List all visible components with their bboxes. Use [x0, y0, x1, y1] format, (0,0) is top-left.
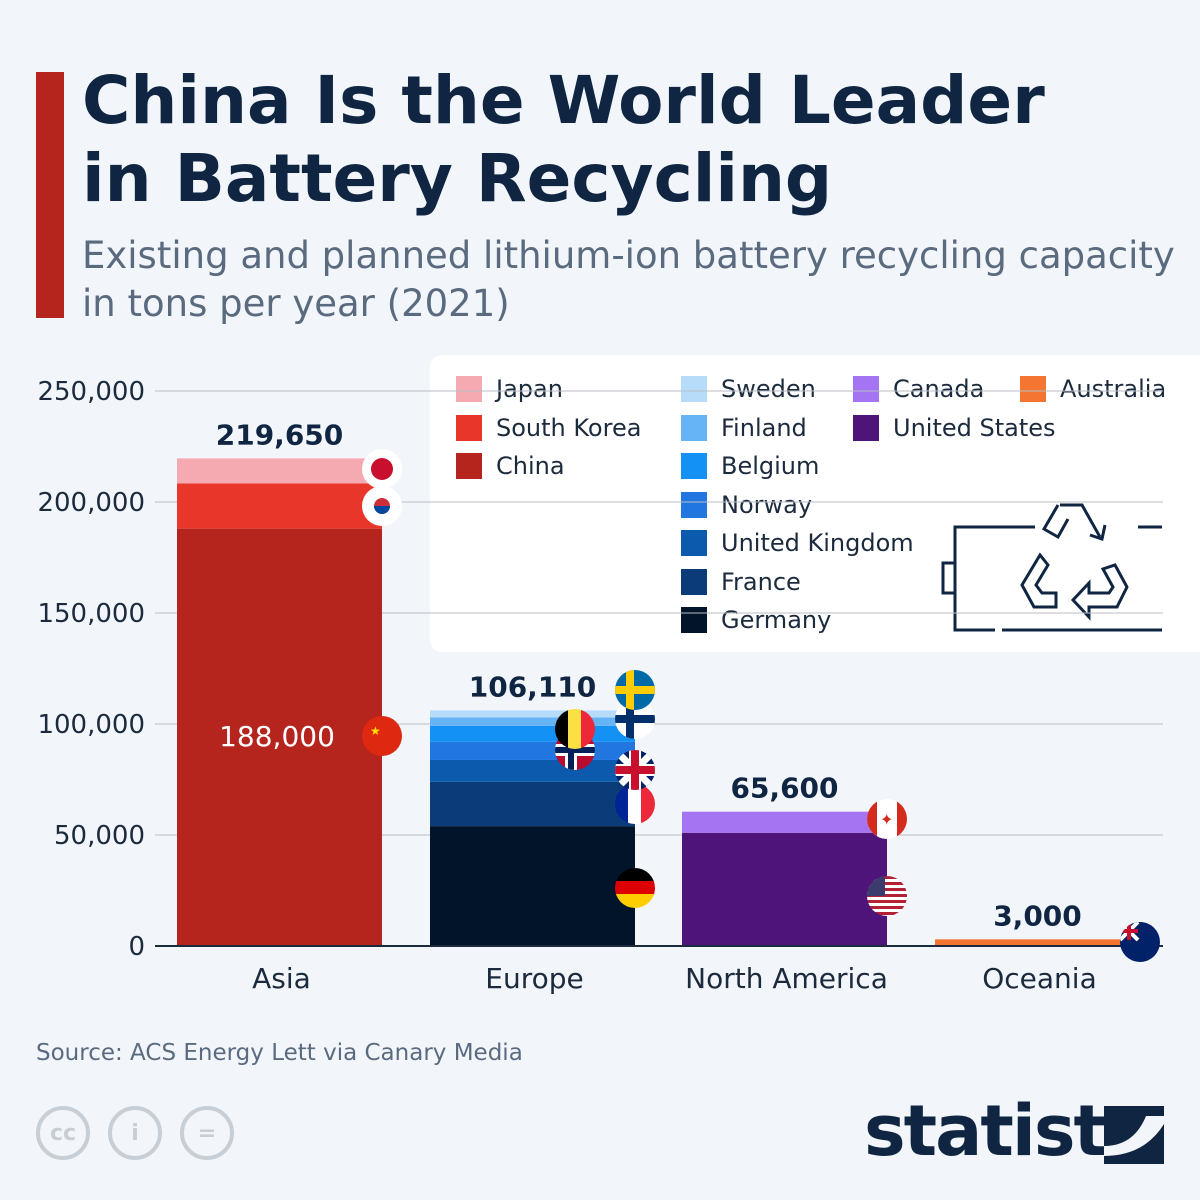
legend-label: China	[496, 452, 565, 480]
legend-label: Norway	[721, 490, 813, 519]
legend-swatch	[853, 376, 879, 402]
legend-item-south-korea: South Korea	[456, 414, 641, 442]
legend-swatch	[456, 376, 482, 402]
category-label: North America	[685, 962, 888, 995]
attribution-icon[interactable]: i	[108, 1106, 162, 1160]
y-tick-label: 200,000	[37, 488, 145, 518]
svg-text:✦: ✦	[880, 810, 893, 829]
uk-flag-icon	[615, 750, 655, 790]
source-note: Source: ACS Energy Lett via Canary Media	[36, 1040, 523, 1066]
category-label: Asia	[252, 962, 311, 995]
canada-flag-icon: ✦	[867, 799, 907, 839]
china-flag-icon: ★	[362, 716, 402, 756]
legend-label: Canada	[893, 375, 985, 403]
legend-label: Japan	[496, 375, 563, 403]
legend-label: United States	[893, 413, 1056, 442]
legend-label: Finland	[721, 413, 807, 442]
legend-swatch	[681, 568, 707, 595]
bar-segment-canada	[682, 811, 887, 833]
south-korea-flag-icon	[362, 486, 402, 526]
legend-item-norway: Norway	[681, 491, 812, 519]
legend-swatch	[456, 414, 482, 441]
france-flag-icon	[615, 784, 655, 824]
total-label: 106,110	[469, 670, 597, 703]
legend-item-japan: Japan	[456, 375, 563, 403]
statista-logo-mark-icon	[1104, 1106, 1164, 1164]
subtitle: Existing and planned lithium-ion battery…	[82, 232, 1182, 328]
sweden-flag-icon	[615, 670, 655, 710]
legend-item-canada: Canada	[853, 375, 984, 403]
total-label: 65,600	[730, 772, 838, 805]
belgium-flag-icon	[555, 709, 595, 749]
legend-swatch	[681, 414, 707, 441]
y-tick-label: 50,000	[54, 821, 145, 851]
legend-item-china: China	[456, 452, 565, 480]
japan-flag-icon	[362, 449, 402, 489]
legend-swatch	[853, 414, 879, 441]
svg-text:★: ★	[370, 724, 381, 738]
usa-flag-icon	[867, 876, 907, 916]
page-title: China Is the World Leader in Battery Recy…	[82, 62, 1045, 218]
bar-segment-australia	[935, 939, 1140, 946]
legend: Japan South Korea China Sweden Finland Belgiu…	[430, 355, 1200, 652]
legend-label: Sweden	[721, 375, 816, 403]
legend-label: Australia	[1060, 375, 1167, 403]
legend-item-france: France	[681, 568, 801, 596]
y-tick-label: 100,000	[37, 710, 145, 740]
legend-swatch	[681, 453, 707, 479]
legend-item-united-kingdom: United Kingdom	[681, 529, 914, 557]
bar-segment-sweden	[430, 710, 635, 718]
y-tick-label: 0	[128, 932, 145, 962]
legend-swatch	[681, 530, 707, 556]
no-derivatives-icon[interactable]: =	[180, 1106, 234, 1160]
finland-flag-icon	[615, 699, 655, 739]
legend-item-sweden: Sweden	[681, 375, 816, 403]
bar-segment-south-korea	[177, 483, 382, 529]
legend-item-germany: Germany	[681, 606, 831, 634]
legend-swatch	[681, 607, 707, 633]
germany-flag-icon	[615, 868, 655, 908]
title-line-2: in Battery Recycling	[82, 140, 833, 217]
bar-segment-united-kingdom	[430, 759, 635, 782]
legend-label: United Kingdom	[721, 529, 914, 557]
subtitle-line-1: Existing and planned lithium-ion battery…	[82, 234, 1175, 277]
bar-segment-china	[177, 528, 382, 946]
bar-segment-france	[430, 781, 635, 827]
legend-swatch	[1020, 376, 1046, 402]
legend-label: South Korea	[496, 413, 642, 442]
legend-label: Belgium	[721, 452, 820, 480]
total-label: 219,650	[216, 418, 344, 451]
legend-item-belgium: Belgium	[681, 452, 819, 480]
cc-license-icon[interactable]: cc	[36, 1106, 90, 1160]
inner-value-label: 188,000	[219, 720, 335, 753]
bar-segment-germany	[430, 826, 635, 946]
total-label: 3,000	[993, 899, 1082, 932]
legend-label: France	[721, 567, 801, 596]
legend-item-australia: Australia	[1020, 375, 1166, 403]
bar-segment-norway	[430, 741, 635, 760]
category-label: Europe	[485, 962, 583, 995]
title-line-1: China Is the World Leader	[82, 62, 1045, 139]
category-label: Oceania	[982, 962, 1097, 995]
subtitle-line-2: in tons per year (2021)	[82, 282, 510, 325]
bar-segment-finland	[430, 717, 635, 726]
bar-segment-japan	[177, 458, 382, 484]
bar-segment-united-states	[682, 832, 887, 946]
bar-segment-belgium	[430, 725, 635, 742]
legend-label: Germany	[721, 606, 832, 634]
y-tick-label: 250,000	[37, 377, 145, 407]
australia-flag-icon	[1120, 922, 1160, 962]
legend-item-finland: Finland	[681, 414, 807, 442]
accent-bar	[36, 72, 64, 318]
legend-item-united-states: United States	[853, 414, 1056, 442]
legend-swatch	[681, 376, 707, 402]
legend-swatch	[681, 491, 707, 518]
legend-swatch	[456, 453, 482, 479]
y-tick-label: 150,000	[37, 599, 145, 629]
battery-recycle-icon	[941, 503, 1162, 632]
